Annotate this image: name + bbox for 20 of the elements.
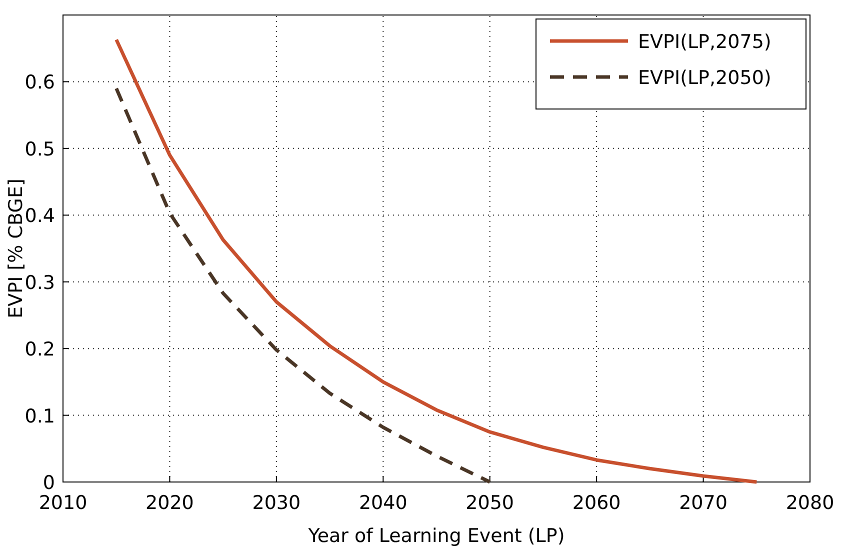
x-tick-label: 2080 [786,492,834,514]
y-tick-label: 0.3 [24,272,55,294]
x-tick-label: 2020 [146,492,194,514]
y-axis-title: EVPI [% CBGE] [5,178,27,318]
x-tick-label: 2030 [252,492,301,514]
line-series [114,86,492,484]
x-tick-label: 2060 [572,492,621,514]
y-tick-label: 0.2 [24,338,55,361]
x-tick-label: 2050 [466,492,514,514]
x-tick-label: 2070 [679,492,728,514]
y-tick-label: 0.1 [24,405,55,428]
x-tick-label: 2040 [358,492,408,514]
x-axis-title: Year of Learning Event (LP) [307,525,565,547]
y-tick-label: 0.4 [24,205,55,228]
y-tick-label: 0.6 [24,72,55,94]
y-tick-label: 0 [42,472,55,494]
x-tick-label: 2010 [38,492,88,514]
y-tick-label: 0.5 [24,138,55,160]
legend-label: EVPI(LP,2075) [638,31,772,53]
legend-label: EVPI(LP,2050) [638,67,772,89]
